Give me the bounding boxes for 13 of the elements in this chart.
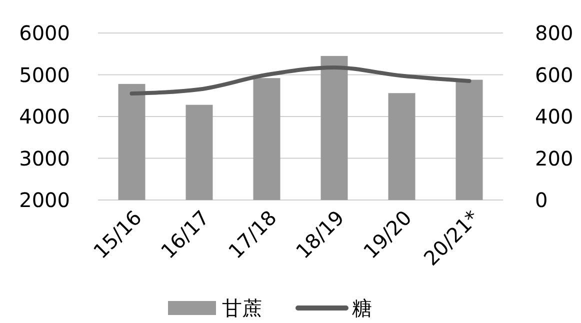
- legend-label: 甘蔗: [222, 296, 262, 320]
- y2-tick-label: 400: [535, 104, 574, 128]
- y-tick-label: 2000: [19, 188, 70, 212]
- line-series: [130, 65, 472, 96]
- y2-tick-label: 200: [535, 146, 574, 170]
- y-tick-label: 3000: [19, 146, 70, 170]
- y-tick-label: 6000: [19, 21, 70, 45]
- legend-label: 糖: [352, 296, 372, 320]
- y2-tick-label: 600: [535, 62, 574, 87]
- y-tick-label: 5000: [19, 62, 70, 87]
- y2-tick-label: 800: [535, 21, 574, 45]
- y-tick-label: 4000: [19, 104, 70, 128]
- y2-tick-label: 0: [535, 188, 548, 212]
